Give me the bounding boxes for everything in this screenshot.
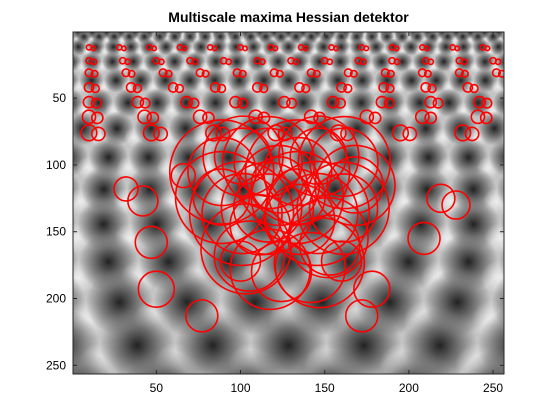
y-tick-label: 150 bbox=[46, 225, 66, 239]
y-tick-label: 100 bbox=[46, 158, 66, 172]
y-tick-label: 200 bbox=[46, 292, 66, 306]
y-tick-label: 50 bbox=[53, 91, 67, 105]
x-tick-label: 150 bbox=[315, 381, 335, 395]
x-tick-label: 50 bbox=[150, 381, 164, 395]
x-tick-label: 200 bbox=[399, 381, 419, 395]
y-tick-label: 250 bbox=[46, 358, 66, 372]
x-tick-label: 250 bbox=[483, 381, 503, 395]
x-tick-label: 100 bbox=[231, 381, 251, 395]
